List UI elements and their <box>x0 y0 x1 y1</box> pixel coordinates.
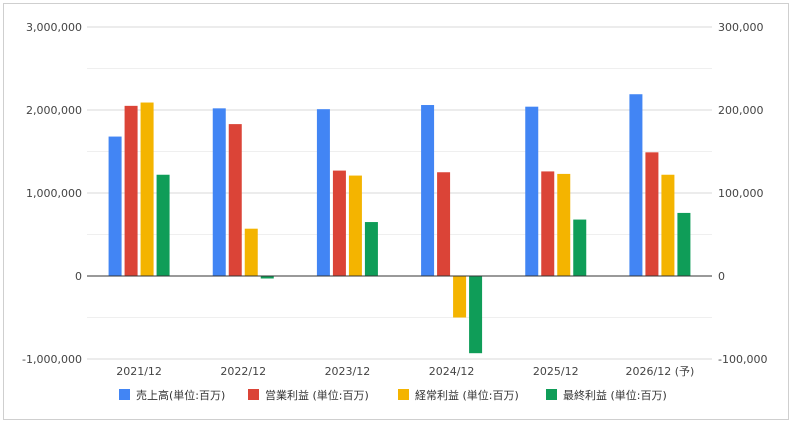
x-axis-ticks: 2021/12 2022/12 2023/12 2024/12 2025/12 2026/… <box>116 365 694 378</box>
bar-4-5 <box>573 219 587 276</box>
bar-3-3 <box>348 175 362 276</box>
x-tick-label: 2023/12 <box>325 365 371 378</box>
bar-1-3 <box>316 109 330 276</box>
legend-swatch <box>546 389 557 400</box>
legend-swatch <box>119 389 130 400</box>
legend-swatch <box>398 389 409 400</box>
right-tick-label: 0 <box>718 270 725 283</box>
right-axis-ticks: -100,000 0 100,000 200,000 300,000 <box>718 21 767 366</box>
x-tick-label: 2025/12 <box>533 365 579 378</box>
bar-1-2 <box>212 108 226 276</box>
x-tick-label: 2026/12 (予) <box>626 365 695 378</box>
bar-2-4 <box>437 172 451 276</box>
right-tick-label: -100,000 <box>718 353 767 366</box>
x-tick-label: 2021/12 <box>116 365 162 378</box>
x-tick-label: 2022/12 <box>220 365 266 378</box>
bar-4-6 <box>677 212 691 276</box>
bar-3-4 <box>453 276 467 318</box>
bar-1-4 <box>421 105 435 277</box>
x-tick-label: 2024/12 <box>429 365 475 378</box>
bar-3-5 <box>557 173 571 276</box>
bar-4-2 <box>260 276 274 279</box>
legend-label: 営業利益 (単位:百万) <box>265 388 369 402</box>
left-tick-label: -1,000,000 <box>22 353 82 366</box>
bar-3-2 <box>244 228 258 276</box>
right-tick-label: 100,000 <box>718 187 764 200</box>
bar-2-1 <box>124 105 138 276</box>
bar-2-6 <box>645 152 659 276</box>
bar-1-5 <box>525 106 539 277</box>
left-tick-label: 3,000,000 <box>26 21 82 34</box>
bar-1-1 <box>108 136 122 276</box>
bar-2-2 <box>228 124 242 276</box>
bar-4-1 <box>156 174 170 276</box>
bar-3-1 <box>140 102 154 276</box>
right-tick-label: 200,000 <box>718 104 764 117</box>
legend-label: 最終利益 (単位:百万) <box>563 388 667 402</box>
legend-label: 経常利益 (単位:百万) <box>415 388 519 402</box>
bar-2-3 <box>332 170 346 276</box>
left-axis-ticks: -1,000,000 0 1,000,000 2,000,000 3,000,000 <box>22 21 82 366</box>
gridlines <box>87 26 712 360</box>
right-tick-label: 300,000 <box>718 21 764 34</box>
legend-swatch <box>248 389 259 400</box>
left-tick-label: 2,000,000 <box>26 104 82 117</box>
bar-3-6 <box>661 174 675 276</box>
legend: 売上高(単位:百万) 営業利益 (単位:百万) 経常利益 (単位:百万) 最終利益 (… <box>119 388 667 402</box>
left-tick-label: 0 <box>75 270 82 283</box>
bar-2-5 <box>541 171 555 276</box>
bar-4-3 <box>364 222 378 276</box>
legend-label: 売上高(単位:百万) <box>136 388 225 402</box>
bar-4-4 <box>469 276 483 354</box>
left-tick-label: 1,000,000 <box>26 187 82 200</box>
bars <box>108 94 691 354</box>
bar-1-6 <box>629 94 643 276</box>
